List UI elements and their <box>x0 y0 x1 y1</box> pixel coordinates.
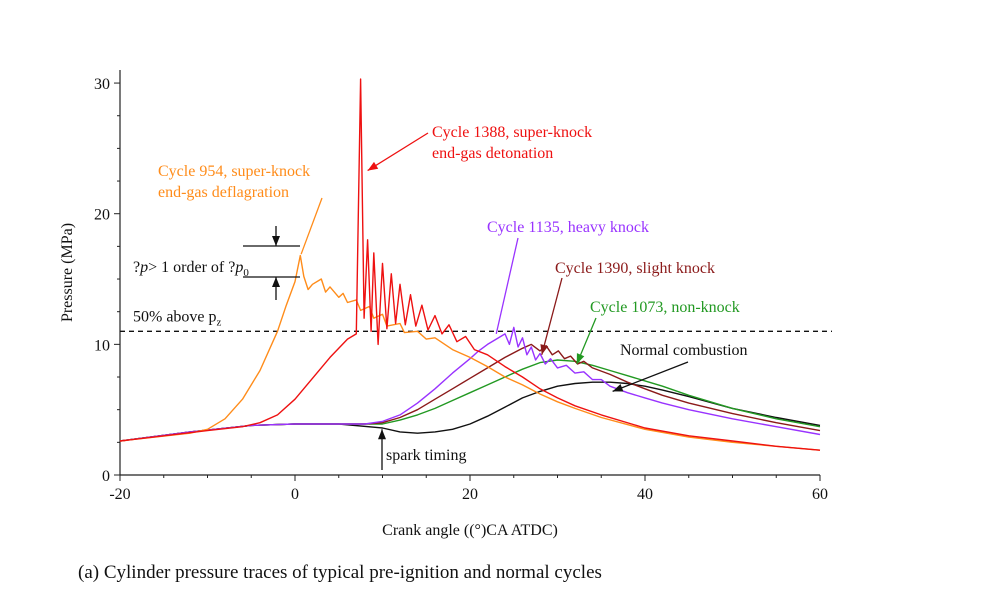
arrow-cycle-1388-head <box>367 161 379 171</box>
delta-p-arrow-up-head <box>272 277 280 287</box>
delta-p0-sub: 0 <box>243 267 249 279</box>
arrow-spark-timing-head <box>378 429 386 440</box>
annotation-spark-timing: spark timing <box>386 447 466 464</box>
annotation-cycle-1388-line-1: Cycle 1388, super-knock <box>432 124 592 141</box>
x-axis-label: Crank angle ((°)CA ATDC) <box>382 522 558 539</box>
annotation-cycle-954-line-1: Cycle 954, super-knock <box>158 163 310 180</box>
leader-cycle-954 <box>300 197 323 255</box>
arrow-cycle-1390-head <box>540 344 549 355</box>
figure-caption: (a) Cylinder pressure traces of typical … <box>78 562 602 583</box>
annotation-cycle-954-line-2: end-gas deflagration <box>158 184 289 201</box>
delta-p-symbol: ? <box>133 259 140 276</box>
x-tick-label: 0 <box>291 486 299 503</box>
x-tick-label: 60 <box>812 486 828 503</box>
delta-p-variable: p <box>139 259 148 276</box>
annotation-cycle-1135: Cycle 1135, heavy knock <box>487 219 649 236</box>
delta-p-text: > 1 order of <box>148 259 228 276</box>
series-cycle-954 <box>119 254 821 451</box>
x-tick-label: 20 <box>462 486 478 503</box>
annotation-cycle-1390: Cycle 1390, slight knock <box>555 260 715 277</box>
leader-cycle-1135 <box>495 237 519 335</box>
y-tick-label: 30 <box>94 76 110 93</box>
delta-p-arrow-down-head <box>272 236 280 246</box>
arrow-normal-combustion-head <box>612 384 624 392</box>
arrow-cycle-1073-head <box>576 353 585 364</box>
arrow-cycle-1390-line <box>541 277 563 355</box>
y-tick-label: 0 <box>102 468 110 485</box>
y-axis-label: Pressure (MPa) <box>59 223 76 322</box>
delta-p0-variable: p <box>234 259 243 276</box>
reference-line-label: 50% above pz <box>133 308 222 328</box>
x-tick-label: -20 <box>109 486 130 503</box>
arrow-cycle-1388-line <box>367 132 429 172</box>
reference-line-group: 50% above pz <box>120 308 832 332</box>
x-tick-label: 40 <box>637 486 653 503</box>
annotation-cycle-1073: Cycle 1073, non-knock <box>590 299 740 316</box>
annotation-normal-combustion: Normal combustion <box>620 342 748 359</box>
series-cycle-1388 <box>119 78 821 451</box>
annotation-layer: Cycle 1388, super-knock end-gas detonatio… <box>133 124 748 470</box>
y-tick-label: 10 <box>94 337 110 354</box>
annotation-delta-p: ?p> 1 order of ?p0 <box>133 259 249 279</box>
y-tick-label: 20 <box>94 207 110 224</box>
annotation-cycle-1388-line-2: end-gas detonation <box>432 145 553 162</box>
reference-line-label-sub: z <box>217 316 222 328</box>
delta-p0-symbol: ? <box>228 259 235 276</box>
arrow-normal-combustion-line <box>612 361 689 392</box>
series-normal-combustion <box>119 381 821 442</box>
